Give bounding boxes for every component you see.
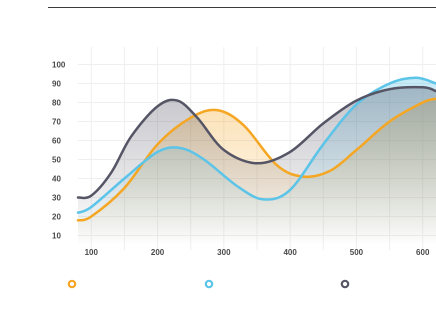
y-tick-label-50: 50 bbox=[52, 156, 61, 165]
y-tick-label-80: 80 bbox=[52, 99, 61, 108]
series-glows bbox=[78, 77, 436, 246]
y-tick-label-100: 100 bbox=[52, 61, 66, 70]
x-tick-label-200: 200 bbox=[151, 248, 165, 257]
x-tick-label-400: 400 bbox=[283, 248, 297, 257]
x-tick-label-100: 100 bbox=[85, 248, 99, 257]
top-divider bbox=[48, 7, 436, 8]
chart-legend bbox=[67, 279, 350, 289]
series-3-line bbox=[76, 85, 436, 200]
y-axis-ticks: 10 20 30 40 50 60 70 80 90 100 bbox=[52, 61, 66, 241]
legend-marker-series-1 bbox=[67, 279, 77, 289]
series-1-line bbox=[76, 97, 436, 222]
series-3-glow bbox=[78, 87, 436, 246]
y-tick-label-70: 70 bbox=[52, 118, 61, 127]
y-tick-label-10: 10 bbox=[52, 232, 61, 241]
x-tick-label-500: 500 bbox=[350, 248, 364, 257]
legend-marker-series-2 bbox=[204, 279, 214, 289]
y-tick-label-40: 40 bbox=[52, 175, 61, 184]
legend-marker-series-3 bbox=[340, 279, 350, 289]
y-tick-label-30: 30 bbox=[52, 194, 61, 203]
y-tick-label-60: 60 bbox=[52, 137, 61, 146]
series-lines bbox=[76, 76, 436, 222]
y-tick-label-90: 90 bbox=[52, 80, 61, 89]
x-tick-label-600: 600 bbox=[416, 248, 430, 257]
x-tick-label-300: 300 bbox=[217, 248, 231, 257]
x-axis-ticks: 100 200 300 400 500 600 bbox=[85, 248, 430, 257]
series-2-line bbox=[76, 76, 436, 214]
y-tick-label-20: 20 bbox=[52, 213, 61, 222]
